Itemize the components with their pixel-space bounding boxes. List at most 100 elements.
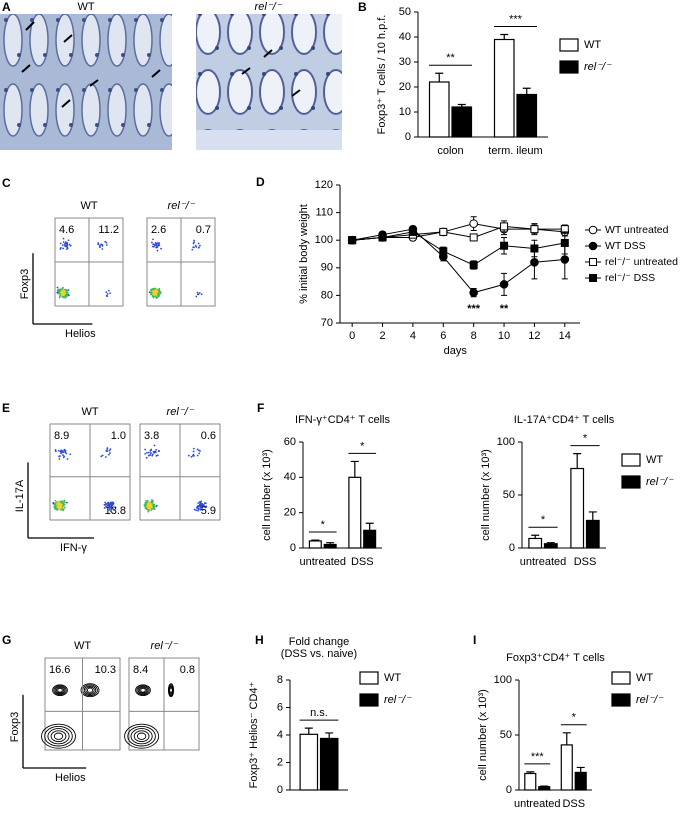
event-dot (107, 289, 110, 292)
event-dot (59, 503, 62, 506)
quadrant-value: 0.7 (196, 224, 211, 236)
event-dot (105, 244, 108, 246)
bar (308, 540, 322, 549)
x-tick-label: 12 (528, 330, 540, 342)
legend-marker (588, 241, 598, 251)
significance-label: * (541, 514, 546, 526)
micrograph-wt (0, 14, 172, 150)
significance-label: n.s. (310, 707, 328, 719)
y-tick-label: 100 (494, 674, 512, 686)
contour (127, 725, 156, 747)
event-dot (149, 449, 152, 452)
x-tick-label: 10 (498, 330, 510, 342)
plot-label: WT (74, 640, 91, 652)
marker (469, 288, 478, 297)
event-dot (156, 249, 159, 252)
event-dot (64, 501, 66, 504)
legend-label: WT DSS (605, 240, 646, 252)
panel-letter: G (2, 633, 11, 647)
event-dot (157, 293, 159, 295)
event-dot (105, 505, 107, 508)
event-dot (155, 290, 158, 293)
contour (138, 686, 148, 694)
event-dot (153, 506, 156, 509)
legend-marker (589, 258, 597, 266)
arrows (21, 21, 301, 108)
event-dot (58, 289, 61, 292)
event-dot (61, 287, 64, 290)
legend-label: WT (646, 454, 663, 466)
y-tick-label: 80 (321, 289, 333, 301)
panel-letter: A (2, 0, 11, 14)
legend-label: rel⁻/⁻ (384, 694, 412, 706)
event-dot (101, 454, 104, 457)
event-dot (151, 290, 154, 293)
event-dot (105, 291, 108, 294)
error-bar (546, 542, 555, 544)
event-dot (158, 294, 161, 296)
event-dot (64, 451, 67, 454)
panel-letter: I (473, 633, 476, 647)
legend-label: WT (584, 39, 601, 51)
y-tick-label: 40 (284, 471, 296, 483)
error-bar (531, 534, 540, 539)
error-bar (562, 732, 571, 745)
y-tick-label: 40 (399, 31, 411, 43)
event-dot (54, 450, 57, 453)
event-dot (55, 508, 58, 511)
y-tick-label: 0 (506, 784, 512, 796)
marker (378, 233, 387, 242)
contour (80, 683, 100, 698)
legend-swatch (611, 671, 631, 685)
bar (538, 786, 551, 791)
event-dot (155, 448, 158, 451)
event-dot (190, 455, 193, 458)
event-dot (144, 452, 147, 455)
bar (560, 744, 573, 791)
event-dot (147, 454, 150, 457)
event-dot (110, 510, 112, 513)
event-dot (67, 294, 70, 297)
quadrant-value: 4.6 (59, 224, 74, 236)
plot-label: WT (80, 200, 97, 212)
event-dot (110, 503, 113, 505)
y-axis-label: Foxp3⁺ Helios⁻ CD4⁺ (248, 681, 260, 788)
micrograph-rel (196, 14, 342, 150)
significance-label: *** (509, 13, 523, 25)
event-dot (64, 241, 67, 244)
axis-label: IFN-γ (60, 542, 87, 554)
series-line (352, 231, 565, 266)
legend-swatch (611, 693, 631, 707)
event-dot (97, 243, 100, 246)
legend-label: rel⁻/⁻ untreated (605, 256, 678, 268)
legend-swatch (359, 671, 379, 685)
contour (53, 732, 64, 740)
event-dot (57, 449, 60, 452)
event-dot (104, 456, 107, 458)
significance-label: * (583, 433, 588, 445)
legend-swatch (621, 475, 641, 489)
event-dot (107, 453, 110, 456)
chart-title: Fold change (289, 636, 350, 648)
event-dot (59, 293, 62, 296)
marker (530, 244, 539, 253)
event-dot (59, 242, 62, 245)
event-dot (199, 244, 201, 247)
event-dot (197, 509, 199, 512)
event-dot (158, 287, 161, 290)
event-dot (144, 448, 147, 451)
event-dot (152, 243, 155, 246)
event-dot (58, 458, 61, 460)
x-tick-label: DSS (351, 556, 374, 568)
x-tick-label: untreated (300, 556, 346, 568)
event-dot (106, 293, 109, 295)
event-dot (58, 504, 60, 507)
event-dot (58, 501, 61, 503)
event-dot (62, 289, 65, 292)
bar (570, 467, 585, 549)
event-dot (153, 289, 156, 292)
y-tick-label: 60 (284, 436, 296, 448)
event-dot (146, 451, 148, 454)
event-dot (109, 448, 112, 451)
significance-label: * (360, 440, 365, 452)
